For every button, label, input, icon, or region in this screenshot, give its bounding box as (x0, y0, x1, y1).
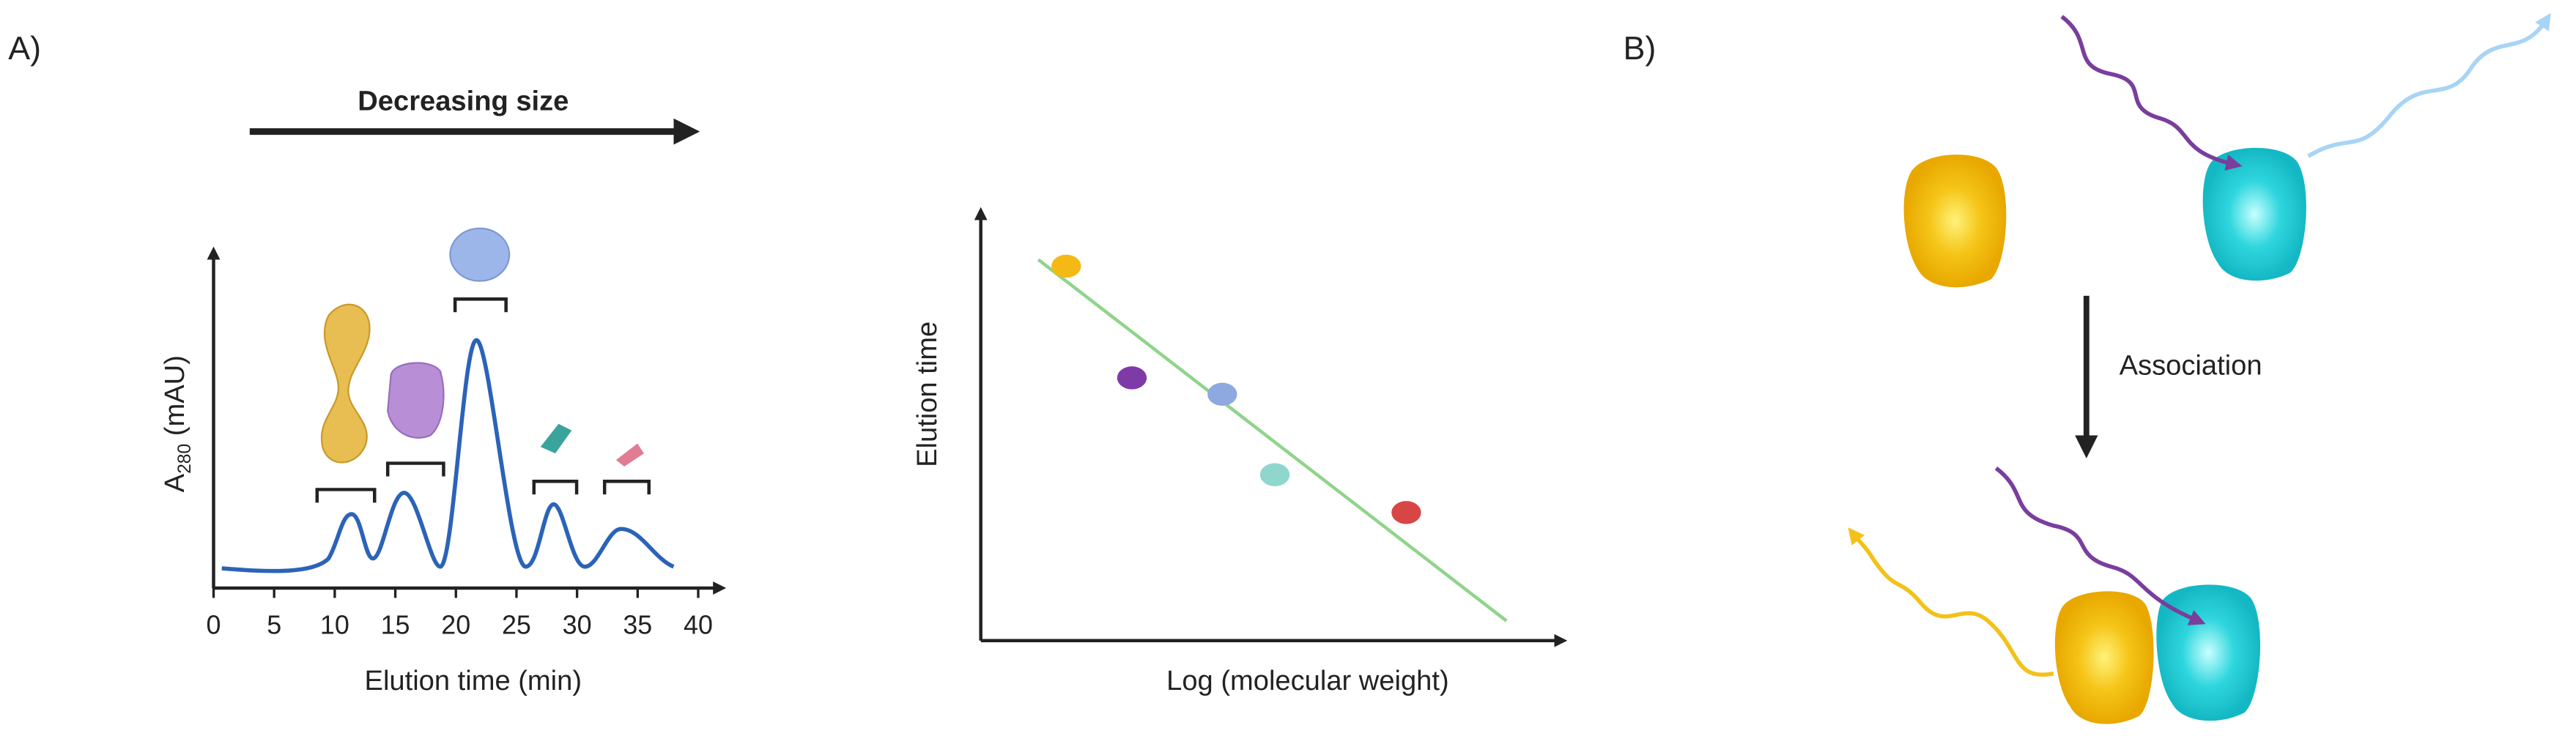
x-tick-label: 35 (623, 611, 652, 640)
fret-wave (1848, 527, 2054, 677)
panel-label: B) (1623, 29, 1656, 67)
emission-wave (2307, 12, 2551, 158)
points (1051, 254, 1421, 524)
fit-line (1037, 258, 1508, 622)
arrow-label: Association (2120, 350, 2262, 381)
x-tick-label: 0 (207, 611, 221, 640)
x-axis-label: Elution time (min) (365, 666, 582, 696)
x-tick-label: 20 (441, 611, 470, 640)
x-axis-label: Log (molecular weight) (1166, 666, 1449, 696)
y-axis-label: A280 (mAU) (160, 355, 195, 492)
y-label-sub: 280 (175, 444, 195, 474)
x-tick-label: 5 (267, 611, 281, 640)
x-tick-label: 10 (320, 611, 349, 640)
y-axis-label: Elution time (912, 321, 943, 467)
protein-icons (320, 227, 644, 467)
y-label-main: A (160, 473, 190, 492)
excitation-wave (1994, 466, 2206, 625)
x-ticks: 0 5 10 15 20 25 30 35 40 (207, 587, 713, 640)
arrow-label: Decreasing size (358, 86, 569, 116)
brackets (315, 297, 651, 503)
panel-label: A) (8, 29, 41, 67)
excitation-wave (2060, 15, 2243, 171)
proteins (1903, 147, 2306, 724)
x-tick-label: 25 (502, 611, 531, 640)
x-tick-label: 40 (684, 611, 713, 640)
x-tick-label: 30 (563, 611, 592, 640)
x-tick-label: 15 (381, 611, 410, 640)
y-label-unit: (mAU) (160, 355, 190, 444)
chromatogram-trace (221, 338, 675, 573)
